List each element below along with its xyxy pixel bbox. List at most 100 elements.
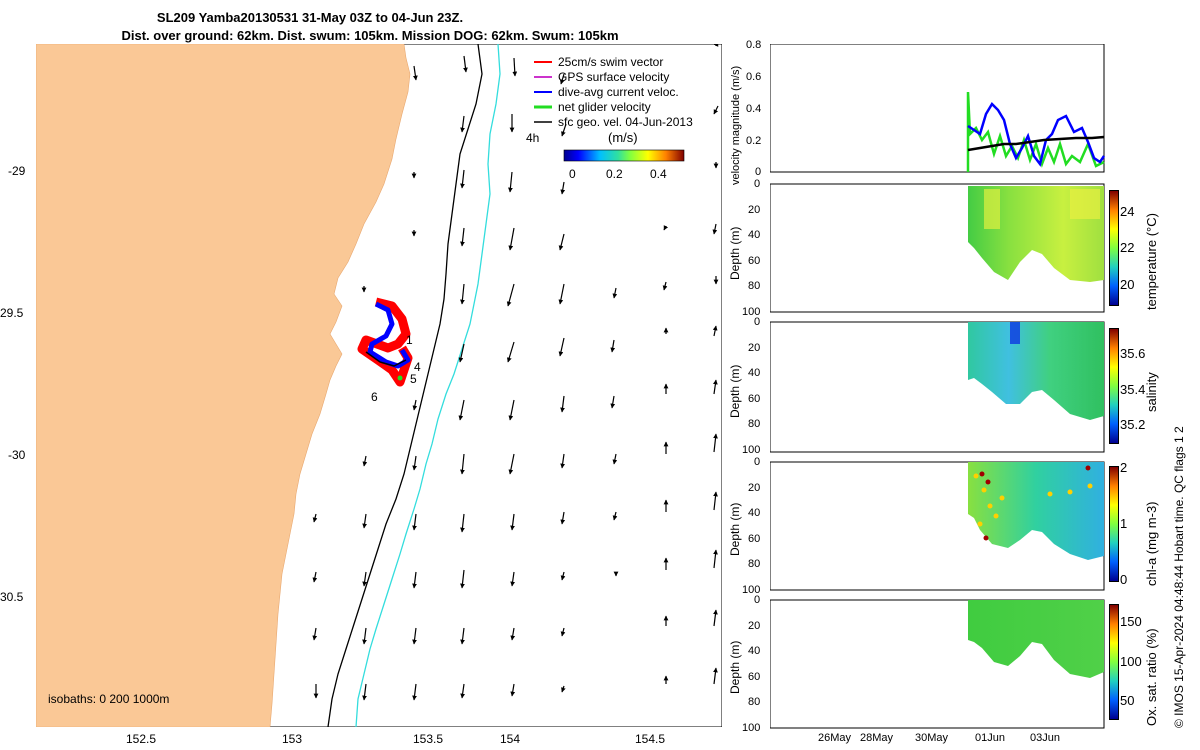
chla-sample-dots (973, 473, 1093, 527)
temp-cbar-24: 24 (1120, 204, 1135, 219)
sal-cbar-354: 35.4 (1120, 382, 1146, 397)
salinity-ylabel: Depth (m) (728, 364, 742, 418)
track-label-4: 4 (414, 360, 421, 374)
isobath-200m (327, 44, 483, 727)
date-tick-03jun: 03Jun (1030, 732, 1060, 744)
salinity-colorbar (1109, 328, 1119, 444)
legend-dive-avg-current: dive-avg current veloc. (558, 85, 679, 99)
vel-tick-06: 0.6 (746, 71, 762, 83)
temperature-cbar-label: temperature (°C) (1144, 213, 1159, 310)
ox-cbar-50: 50 (1120, 693, 1135, 708)
depth-tick-ox-60: 60 (748, 670, 761, 683)
depth-tick-chla-20: 20 (748, 481, 761, 494)
depth-tick-chla-40: 40 (748, 507, 761, 520)
chla-ylabel: Depth (m) (728, 502, 742, 556)
date-tick-28may: 28May (860, 732, 894, 744)
velocity-ylabel: velocity magnitude (m/s) (730, 65, 742, 185)
depth-tick-sal-100: 100 (742, 444, 761, 456)
isobath-1000m (355, 44, 501, 727)
track-label-6: 6 (371, 390, 378, 404)
depth-tick-temp-20: 20 (748, 203, 761, 216)
colorbar-title: (m/s) (608, 130, 638, 145)
lon-tick-153: 153 (282, 732, 303, 746)
lat-tick-29: -29 (8, 164, 26, 178)
sal-cbar-352: 35.2 (1120, 417, 1146, 432)
lat-tick-29-5: 29.5 (0, 306, 24, 320)
chla-cbar-2: 2 (1120, 460, 1128, 475)
vel-tick-04: 0.4 (746, 103, 762, 115)
glider-track (357, 297, 413, 387)
temp-cbar-20: 20 (1120, 277, 1135, 292)
depth-tick-chla-60: 60 (748, 532, 761, 545)
time-series-panels (770, 44, 1106, 729)
temperature-ylabel: Depth (m) (728, 226, 742, 280)
date-tick-26may: 26May (818, 732, 852, 744)
depth-tick-sal-40: 40 (748, 367, 761, 380)
temp-cbar-22: 22 (1120, 240, 1135, 255)
time-step-label: 4h (526, 131, 539, 145)
plot-title-line2: Dist. over ground: 62km. Dist. swum: 105… (121, 28, 619, 43)
vel-tick-0: 0 (755, 166, 762, 178)
depth-tick-chla-100: 100 (742, 584, 761, 596)
map-panel: 1 4 5 6 (36, 44, 722, 727)
oxygen-colorbar (1109, 604, 1119, 720)
legend-sfc-geo-velocity: sfc geo. vel. 04-Jun-2013 (558, 115, 693, 129)
ox-cbar-150: 150 (1120, 614, 1142, 629)
colorbar-tick-04: 0.4 (650, 167, 667, 181)
track-label-1: 1 (406, 333, 413, 347)
vel-tick-08: 0.8 (746, 39, 762, 51)
legend-net-glider-velocity: net glider velocity (558, 100, 651, 114)
isobaths-label: isobaths: 0 200 1000m (48, 692, 169, 706)
velocity-net-series (966, 91, 1105, 172)
velocity-panel-frame (770, 44, 1105, 173)
colorbar-tick-0: 0 (569, 167, 576, 181)
date-tick-01jun: 01Jun (975, 732, 1005, 744)
lon-tick-154: 154 (500, 732, 521, 746)
velocity-geo-series (967, 135, 1105, 152)
chla-cbar-label: chl-a (mg m-3) (1144, 501, 1159, 586)
land-mass (36, 44, 411, 727)
depth-tick-sal-80: 80 (748, 418, 761, 431)
chla-colorbar (1109, 466, 1119, 582)
speed-colorbar (563, 149, 685, 162)
legend-swim-vector: 25cm/s swim vector (558, 55, 663, 69)
depth-tick-chla-0: 0 (754, 456, 761, 468)
legend-gps-velocity: GPS surface velocity (558, 70, 669, 84)
depth-tick-ox-40: 40 (748, 645, 761, 658)
salinity-cbar-label: salinity (1144, 372, 1159, 412)
sal-cbar-356: 35.6 (1120, 346, 1146, 361)
depth-tick-temp-0: 0 (754, 178, 761, 190)
depth-tick-temp-60: 60 (748, 254, 761, 267)
depth-tick-chla-80: 80 (748, 558, 761, 571)
lon-tick-152-5: 152.5 (126, 732, 157, 746)
surface-geostrophic-vectors (312, 44, 719, 701)
lat-tick-30-5: 30.5 (0, 590, 24, 604)
depth-tick-ox-100: 100 (742, 722, 761, 734)
oxygen-ylabel: Depth (m) (728, 640, 742, 694)
map-legend (534, 61, 552, 123)
depth-tick-temp-40: 40 (748, 229, 761, 242)
depth-tick-sal-0: 0 (754, 316, 761, 328)
track-label-5: 5 (410, 372, 417, 386)
lon-tick-153-5: 153.5 (413, 732, 444, 746)
chla-cbar-0: 0 (1120, 572, 1128, 587)
depth-tick-ox-20: 20 (748, 619, 761, 632)
lat-tick-30: -30 (8, 448, 26, 462)
depth-tick-sal-20: 20 (748, 341, 761, 354)
depth-tick-temp-100: 100 (742, 306, 761, 318)
depth-tick-ox-0: 0 (754, 594, 761, 606)
depth-tick-temp-80: 80 (748, 280, 761, 293)
oxygen-field (968, 600, 1104, 678)
temperature-colorbar (1109, 190, 1119, 306)
chla-field (968, 462, 1104, 560)
oxygen-cbar-label: Ox. sat. ratio (%) (1144, 628, 1159, 726)
chla-cbar-1: 1 (1120, 516, 1128, 531)
salinity-field (968, 322, 1104, 420)
plot-title-line1: SL209 Yamba20130531 31-May 03Z to 04-Jun… (156, 10, 464, 25)
imos-credit: © IMOS 15-Apr-2024 04:48:44 Hobart time.… (1172, 426, 1186, 728)
vel-tick-02: 0.2 (746, 135, 762, 147)
colorbar-tick-02: 0.2 (606, 167, 623, 181)
date-tick-30may: 30May (915, 732, 949, 744)
depth-tick-sal-60: 60 (748, 392, 761, 405)
lon-tick-154-5: 154.5 (635, 732, 666, 746)
